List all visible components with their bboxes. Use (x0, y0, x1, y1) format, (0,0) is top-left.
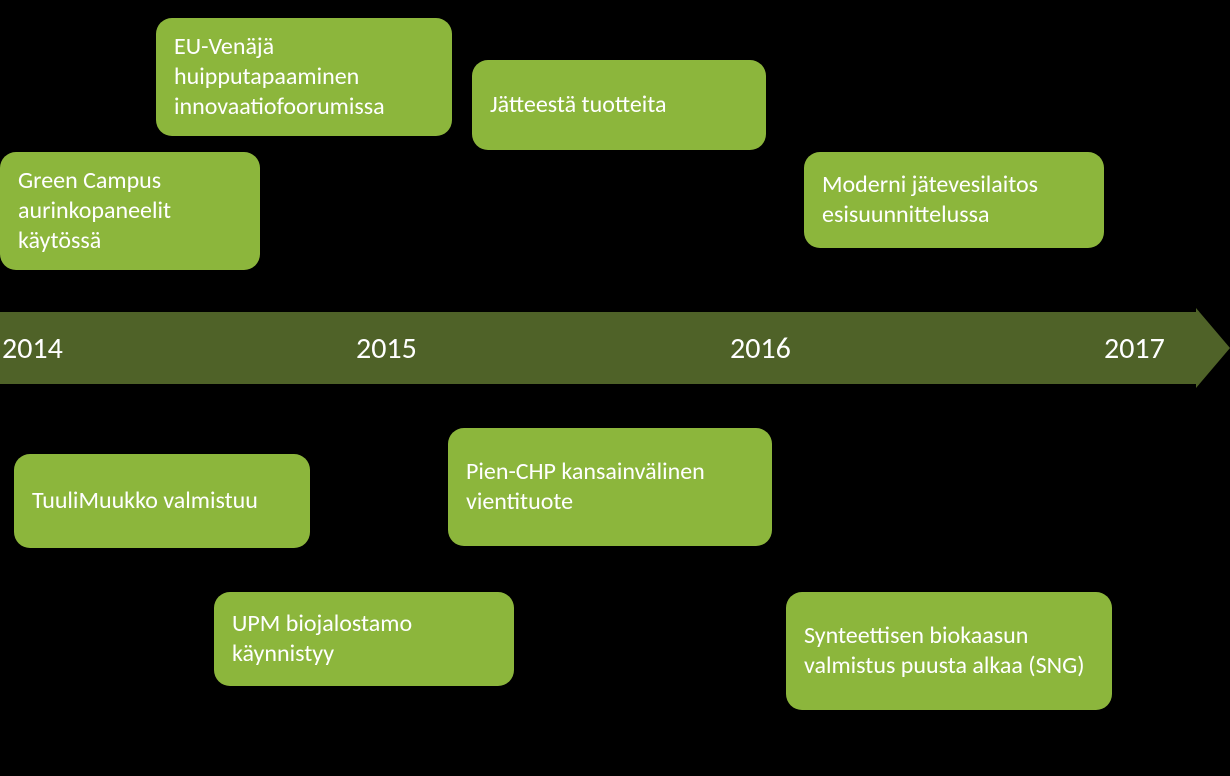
event-pien-chp: Pien-CHP kansainvälinen vientituote (448, 428, 772, 546)
year-label-2017: 2017 (1104, 334, 1165, 364)
event-jatteesta: Jätteestä tuotteita (472, 60, 766, 150)
event-eu-venaja: EU-Venäjä huipputapaaminen innovaatiofoo… (156, 18, 452, 136)
event-upm: UPM biojalostamo käynnistyy (214, 592, 514, 686)
timeline-arrowhead-icon (1196, 308, 1230, 388)
year-label-2014: 2014 (2, 334, 63, 364)
timeline-stage: 2014 2015 2016 2017 Green Campus aurinko… (0, 0, 1230, 776)
year-label-2016: 2016 (730, 334, 791, 364)
event-jatevesi: Moderni jätevesilaitos esisuunnittelussa (804, 152, 1104, 248)
event-green-campus: Green Campus aurinkopaneelit käytössä (0, 152, 260, 270)
year-label-2015: 2015 (356, 334, 417, 364)
event-tuulimuukko: TuuliMuukko valmistuu (14, 454, 310, 548)
timeline-bar (0, 312, 1196, 384)
event-sng: Synteettisen biokaasun valmistus puusta … (786, 592, 1112, 710)
